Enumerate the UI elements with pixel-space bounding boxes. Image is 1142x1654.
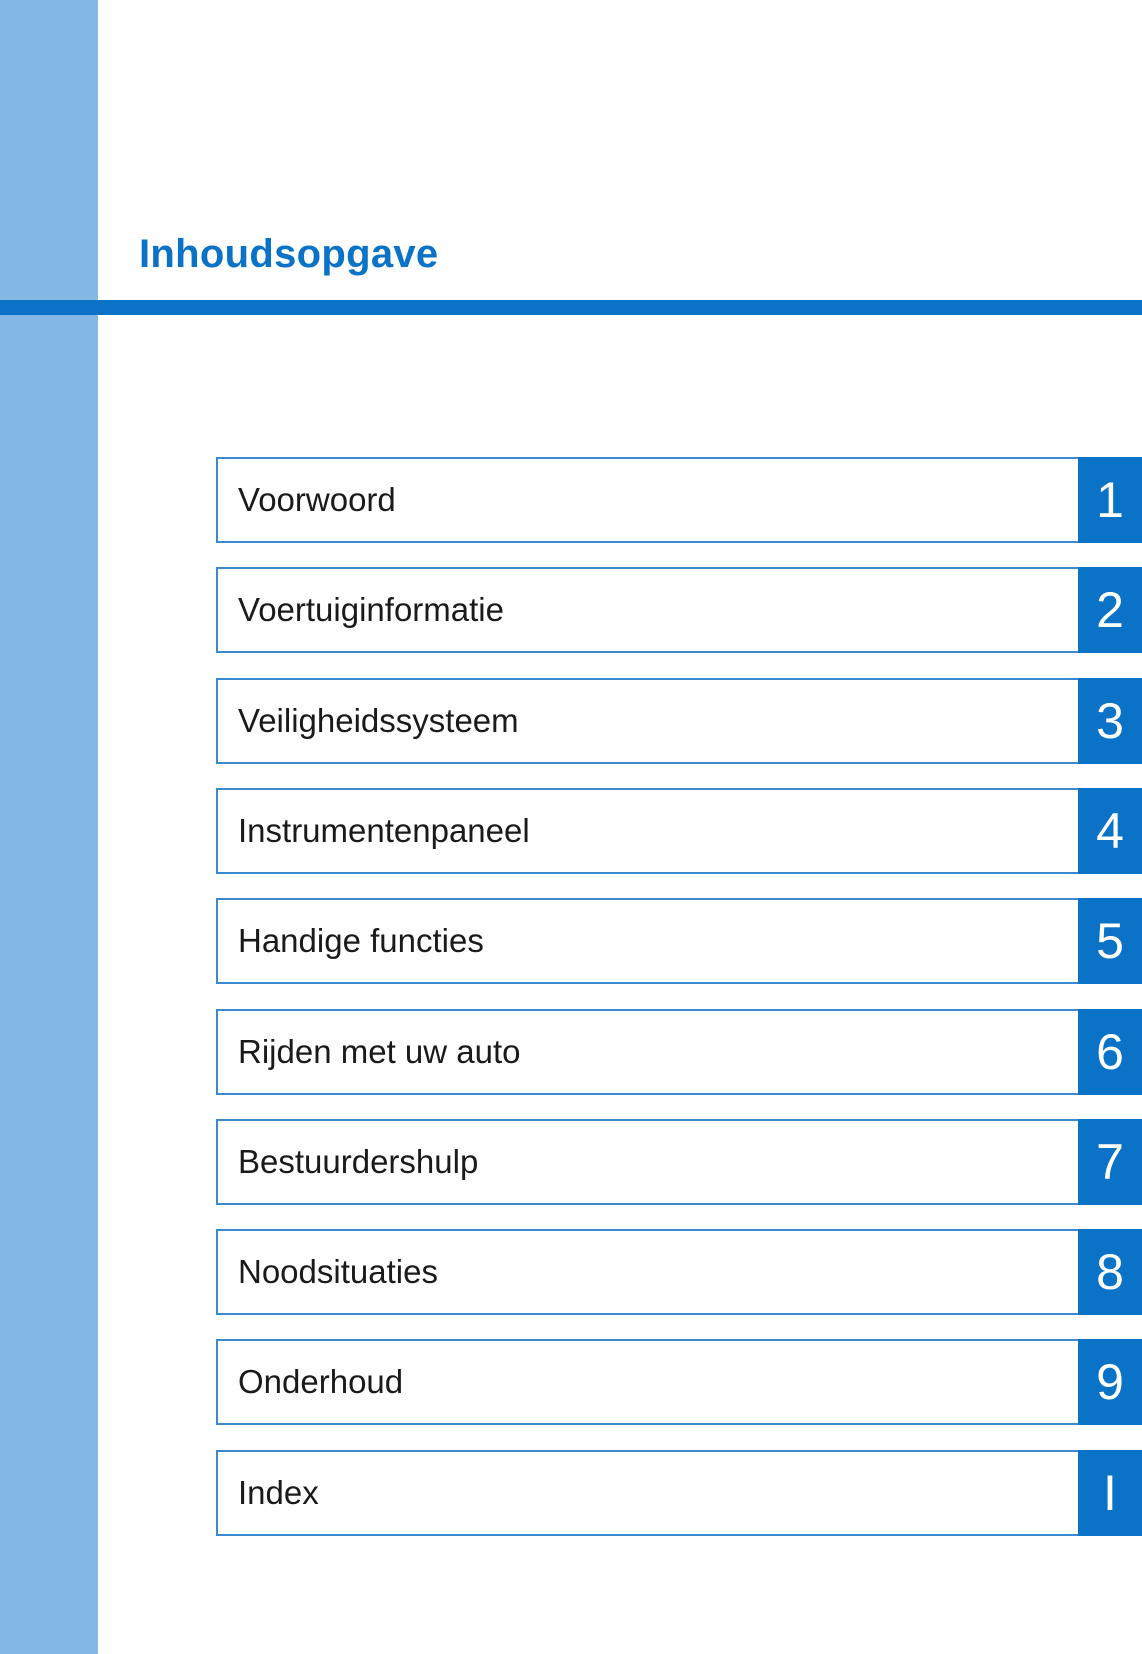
chapter-number-tab[interactable]: 5 bbox=[1078, 898, 1142, 985]
chapter-label: Voorwoord bbox=[238, 481, 396, 518]
chapter-link[interactable]: Bestuurdershulp 7 bbox=[216, 1118, 1142, 1205]
chapter-label: Noodsituaties bbox=[238, 1253, 438, 1291]
chapter-number-tab[interactable]: I bbox=[1078, 1449, 1142, 1536]
page-title: Inhoudsopgave bbox=[139, 232, 439, 276]
chapter-link[interactable]: Noodsituaties 8 bbox=[216, 1229, 1142, 1316]
chapter-link[interactable]: Voorwoord 1 bbox=[216, 457, 1142, 543]
chapter-label: Bestuurdershulp bbox=[238, 1142, 479, 1180]
chapter-link[interactable]: Voertuiginformatie 2 bbox=[216, 567, 1142, 654]
chapter-label: Veiligheidssysteem bbox=[238, 701, 519, 739]
chapter-label: Rijden met uw auto bbox=[238, 1032, 521, 1070]
chapter-label: Voertuiginformatie bbox=[238, 591, 504, 629]
chapter-number-tab[interactable]: 3 bbox=[1078, 677, 1142, 764]
chapter-link[interactable]: Onderhoud 9 bbox=[216, 1339, 1142, 1426]
title-divider bbox=[0, 300, 1142, 315]
chapter-number-tab[interactable]: 8 bbox=[1078, 1229, 1142, 1316]
chapter-number-tab[interactable]: 7 bbox=[1078, 1118, 1142, 1205]
chapter-number-tab[interactable]: 9 bbox=[1078, 1339, 1142, 1426]
chapter-label: Handige functies bbox=[238, 922, 484, 960]
chapter-number-tab[interactable]: 4 bbox=[1078, 787, 1142, 874]
chapter-number-tab[interactable]: 1 bbox=[1078, 457, 1142, 543]
chapter-label: Instrumentenpaneel bbox=[238, 811, 530, 849]
sidebar-band bbox=[0, 0, 98, 1654]
chapter-link[interactable]: Instrumentenpaneel 4 bbox=[216, 787, 1142, 874]
chapter-link[interactable]: Rijden met uw auto 6 bbox=[216, 1008, 1142, 1095]
chapter-number-tab[interactable]: 6 bbox=[1078, 1008, 1142, 1095]
chapter-link[interactable]: Veiligheidssysteem 3 bbox=[216, 677, 1142, 764]
chapter-label: Index bbox=[238, 1473, 319, 1511]
chapter-label: Onderhoud bbox=[238, 1363, 404, 1401]
chapter-link[interactable]: Index I bbox=[216, 1449, 1142, 1536]
chapter-number-tab[interactable]: 2 bbox=[1078, 567, 1142, 654]
chapter-link[interactable]: Handige functies 5 bbox=[216, 898, 1142, 985]
